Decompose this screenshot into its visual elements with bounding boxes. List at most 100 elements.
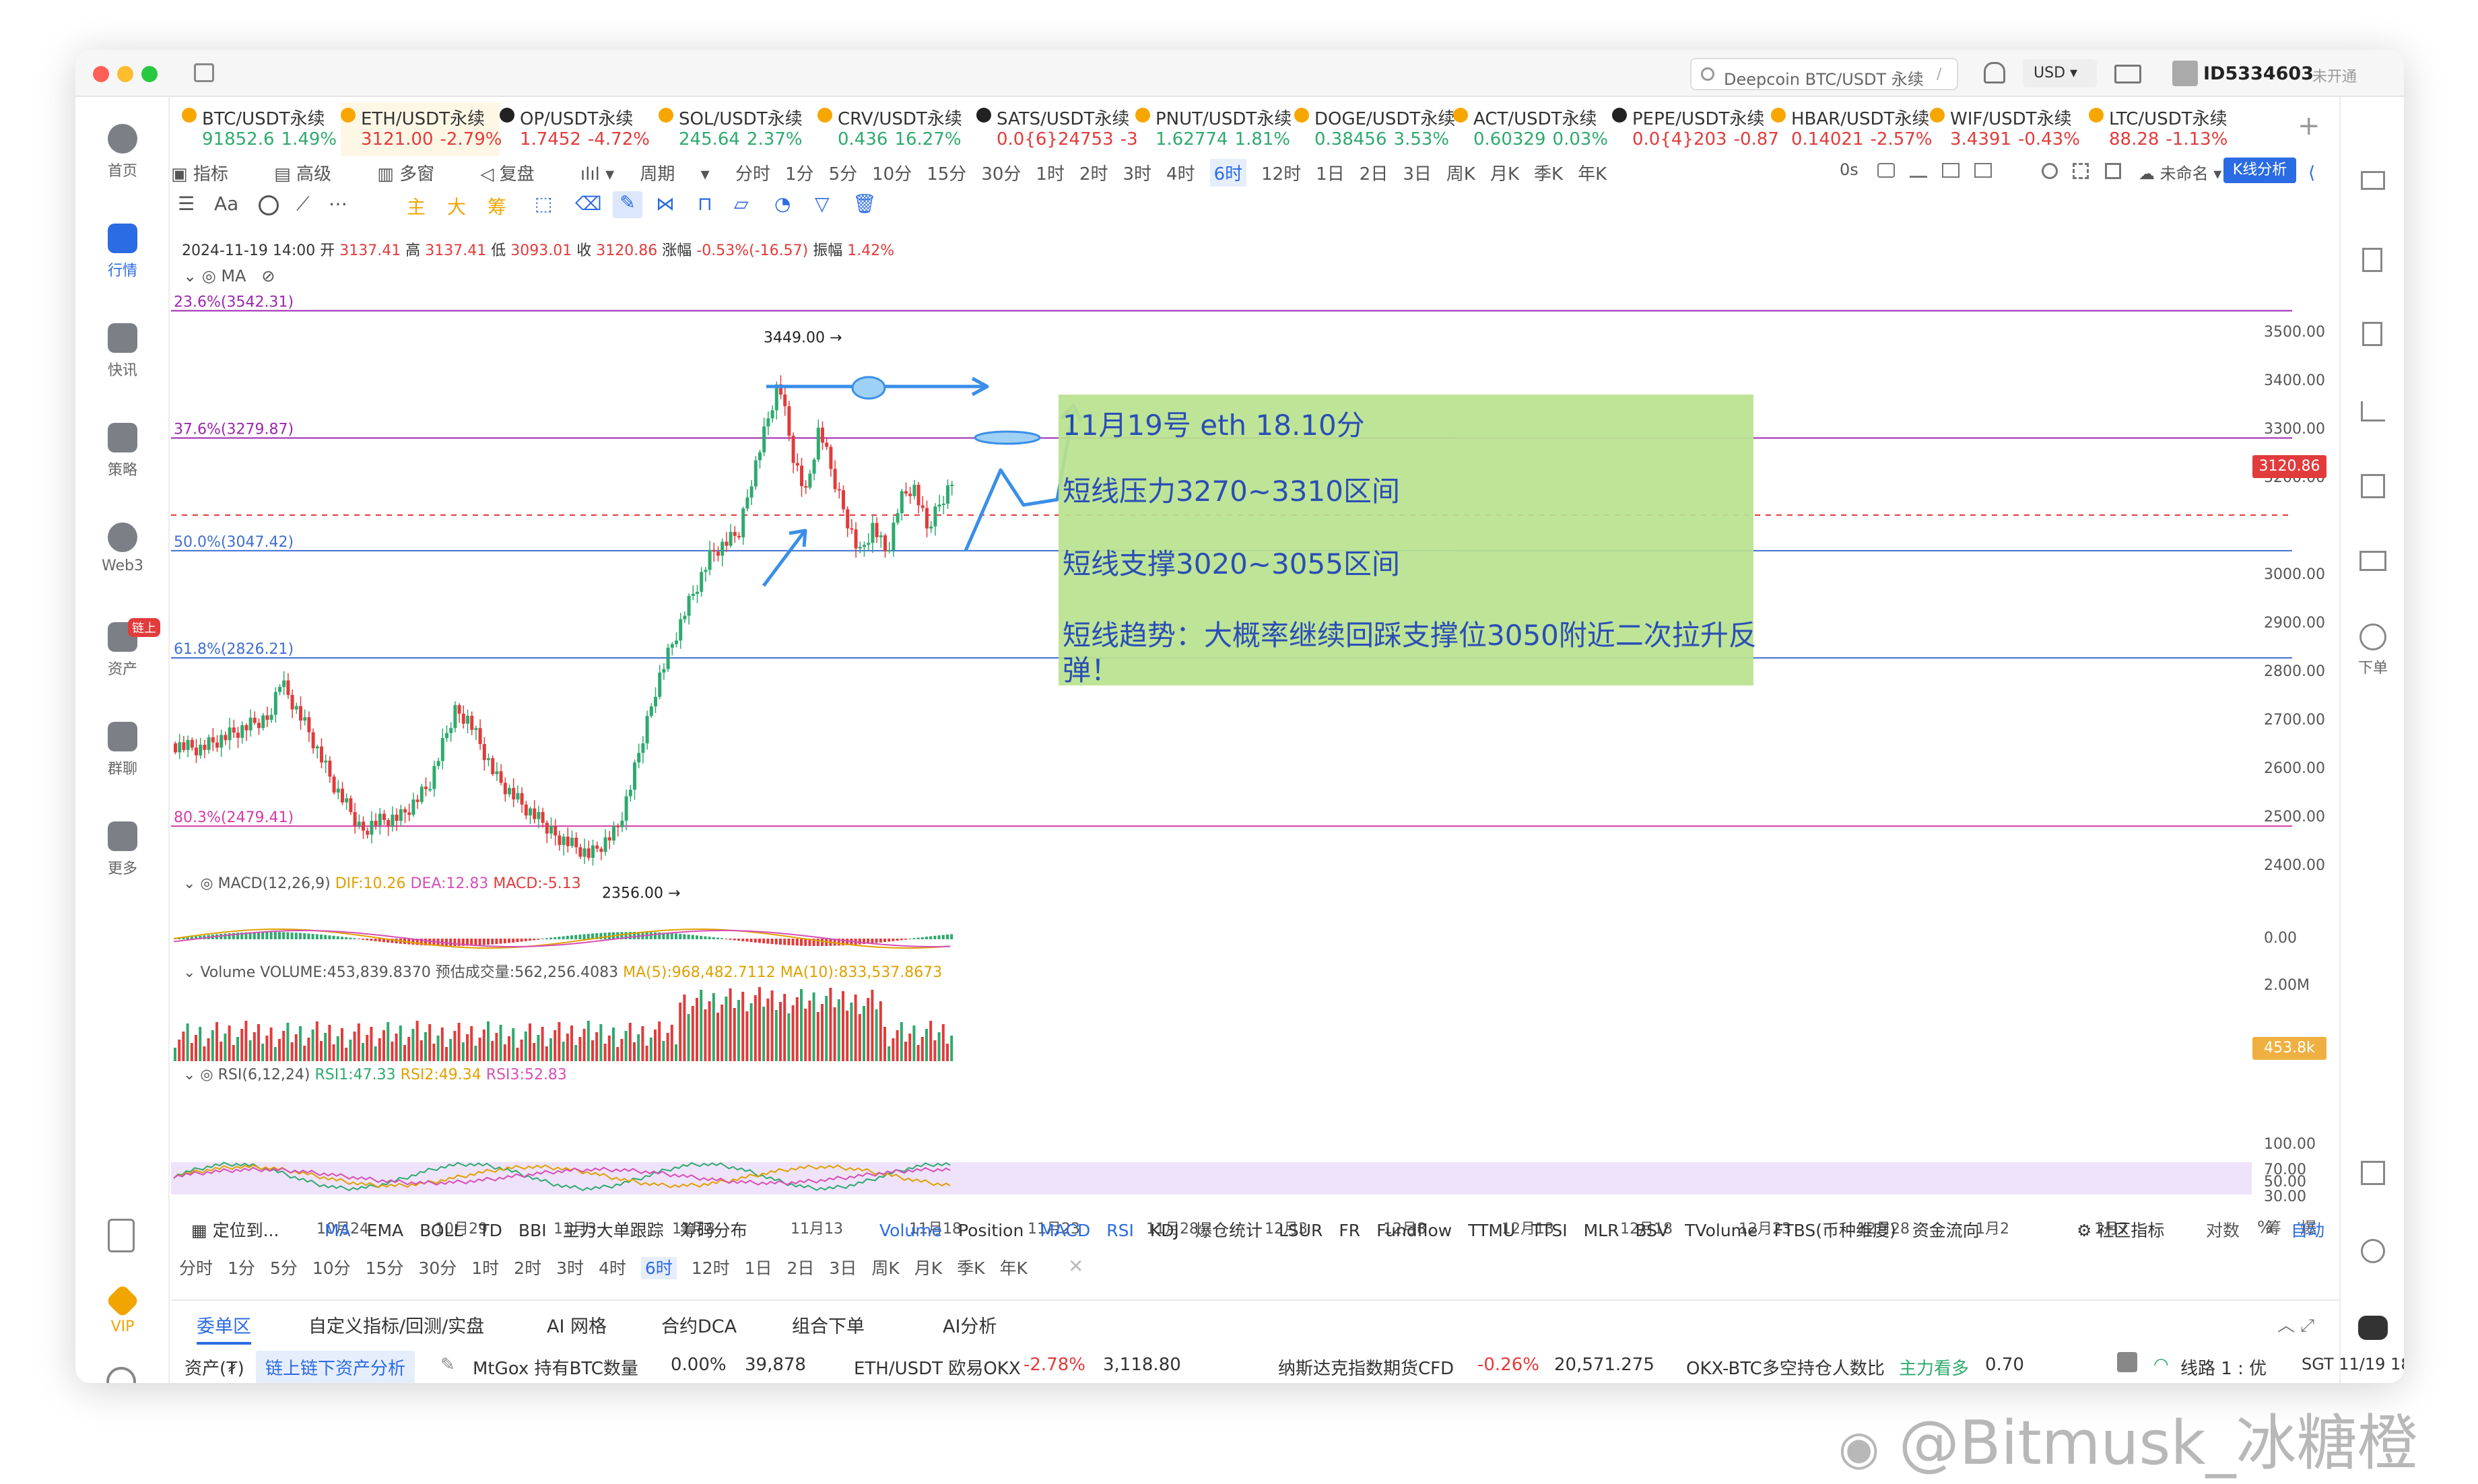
ticker-item[interactable]: ETH/USDT永续 3121.00 -2.79% — [341, 102, 502, 156]
lock-icon[interactable]: ⊓ — [698, 193, 712, 215]
interval-10[interactable]: 6时 — [640, 1257, 677, 1279]
ticket-icon[interactable] — [2359, 551, 2386, 571]
interval-7[interactable]: 2时 — [514, 1258, 542, 1278]
interval-6[interactable]: 1时 — [471, 1258, 500, 1278]
interval-9[interactable]: 4时 — [1166, 164, 1195, 184]
sidebar-item-strategy[interactable]: 策略 — [75, 423, 170, 479]
circle-tool-icon[interactable] — [259, 195, 279, 215]
share-icon[interactable]: ⟨ — [2308, 163, 2316, 183]
interval-10[interactable]: 6时 — [1209, 159, 1247, 187]
sidebar-item-home[interactable]: 首页 — [75, 124, 170, 180]
tab-custom-indicator[interactable]: 自定义指标/回测/实盘 — [308, 1316, 485, 1337]
ticker-item[interactable]: PEPE/USDT永续 0.0{4}203 -0.87 — [1612, 102, 1779, 156]
indicator-lsur[interactable]: LSUR — [1278, 1221, 1323, 1240]
add-ticker-button[interactable]: + — [2298, 110, 2320, 141]
interval-1[interactable]: 1分 — [785, 164, 814, 184]
open-status[interactable]: 未开通 — [2312, 69, 2357, 86]
interval-8[interactable]: 3时 — [556, 1258, 584, 1278]
tab-ai-grid[interactable]: AI 网格 — [547, 1316, 607, 1337]
minimize-window-button[interactable] — [117, 66, 133, 82]
pen-icon[interactable]: ✎ — [440, 1355, 455, 1375]
report-icon[interactable] — [2361, 474, 2385, 498]
big-order-tool[interactable]: 大 — [447, 196, 467, 218]
ticker-item[interactable]: BTC/USDT永续 91852.6 1.49% — [182, 102, 341, 156]
interval-18[interactable]: 年K — [999, 1258, 1028, 1278]
interval-14[interactable]: 3日 — [1403, 164, 1432, 184]
period-button[interactable]: 周期 ▾ — [640, 160, 709, 185]
interval-12[interactable]: 1日 — [1316, 164, 1345, 184]
ticker-item[interactable]: OP/USDT永续 1.7452 -4.72% — [500, 102, 659, 156]
chain-analysis-button[interactable]: 链上链下资产分析 — [256, 1351, 415, 1383]
calculator-icon[interactable] — [1974, 163, 1992, 178]
indicator--[interactable]: 筹码分布 — [679, 1221, 747, 1240]
interval-3[interactable]: 10分 — [872, 164, 912, 184]
measure-tool-icon[interactable]: ⋈ — [656, 193, 675, 215]
indicator--[interactable]: 爆仓统计 — [1195, 1221, 1263, 1240]
select-tool-icon[interactable]: ⬚ — [535, 193, 553, 215]
locate-button[interactable]: ▦ 定位到... — [191, 1221, 279, 1240]
interval-4[interactable]: 15分 — [365, 1258, 404, 1278]
interval-15[interactable]: 周K — [1446, 164, 1475, 184]
indicator-ema[interactable]: EMA — [366, 1221, 404, 1240]
sidebar-item-market[interactable]: 行情 — [75, 224, 170, 280]
interval-5[interactable]: 30分 — [981, 164, 1022, 184]
sidebar-item-web3[interactable]: Web3 — [75, 522, 170, 574]
more-tools-icon[interactable]: ⋯ — [329, 193, 347, 215]
filter-icon[interactable]: ▽ — [815, 193, 830, 215]
chart-type-button[interactable]: ılıl ▾ — [580, 164, 615, 184]
sidebar-item-news[interactable]: 快讯 — [75, 323, 170, 380]
layout-grid-icon[interactable] — [2105, 163, 2121, 179]
copy-icon[interactable] — [1942, 163, 1960, 178]
indicator-volume[interactable]: Volume — [879, 1221, 942, 1240]
ticker-item[interactable]: CRV/USDT永续 0.436 16.27% — [817, 102, 976, 156]
interval-13[interactable]: 2日 — [1359, 164, 1388, 184]
multi-window-button[interactable]: ▥ 多窗 — [377, 160, 455, 185]
interval-14[interactable]: 3日 — [829, 1258, 857, 1278]
text-tool[interactable]: Aa — [214, 193, 239, 215]
tab-ai-analysis[interactable]: AI分析 — [943, 1316, 997, 1337]
ticker-item[interactable]: LTC/USDT永续 88.28 -1.13% — [2089, 102, 2248, 156]
interval-6[interactable]: 1时 — [1036, 164, 1065, 184]
interval-2[interactable]: 5分 — [828, 164, 858, 184]
panel-icon[interactable] — [2361, 1161, 2385, 1185]
avatar[interactable] — [2172, 61, 2198, 86]
close-interval-icon[interactable]: ✕ — [1068, 1255, 1084, 1277]
line-tool-icon[interactable]: ⟋ — [296, 193, 310, 215]
indicator-bbi[interactable]: BBI — [518, 1221, 547, 1240]
chart-canvas[interactable]: 3500.003400.003300.003200.003000.002900.… — [171, 222, 2339, 1239]
indicator-ftbs-[interactable]: FTBS(币种维度) — [1774, 1221, 1896, 1240]
interval-17[interactable]: 季K — [957, 1258, 985, 1278]
ma-indicator-label[interactable]: ⌄ ◎ MA ⊘ — [183, 267, 275, 285]
bot-icon[interactable] — [2358, 1316, 2388, 1340]
indicator--[interactable]: 资金流向 — [1912, 1221, 1980, 1240]
interval-0[interactable]: 分时 — [735, 164, 771, 184]
tab-combo-order[interactable]: 组合下单 — [792, 1316, 865, 1337]
interval-7[interactable]: 2时 — [1079, 164, 1108, 184]
interval-1[interactable]: 1分 — [228, 1258, 255, 1278]
bell-icon[interactable] — [1984, 62, 2005, 83]
gear-icon[interactable] — [2042, 163, 2058, 179]
interval-12[interactable]: 1日 — [744, 1258, 772, 1278]
tab-orders[interactable]: 委单区 — [197, 1312, 251, 1345]
window-layout-icon[interactable] — [194, 63, 214, 82]
replay-button[interactable]: ◁ 复盘 — [480, 160, 554, 185]
interval-4[interactable]: 15分 — [927, 164, 967, 184]
kline-analysis-button[interactable]: K线分析 — [2223, 158, 2296, 183]
dollar-icon[interactable] — [2362, 322, 2382, 346]
interval-13[interactable]: 2日 — [786, 1258, 815, 1278]
ticker-item[interactable]: WIF/USDT永续 3.4391 -0.43% — [1930, 102, 2089, 156]
sidebar-item-more[interactable]: 更多 — [75, 821, 170, 878]
layout-name-select[interactable]: ☁ 未命名 ▾ — [2139, 164, 2222, 183]
tab-contract-dca[interactable]: 合约DCA — [661, 1316, 737, 1337]
interval-9[interactable]: 4时 — [598, 1258, 626, 1278]
auto-toggle[interactable]: 自动 — [2291, 1221, 2325, 1240]
indicator--[interactable]: 主力大单跟踪 — [562, 1221, 664, 1240]
interval-15[interactable]: 周K — [871, 1258, 900, 1278]
indicator-bsv[interactable]: BSV — [1635, 1221, 1669, 1240]
fullscreen-icon[interactable] — [2073, 163, 2089, 179]
user-id[interactable]: ID5334603 — [2203, 63, 2314, 84]
vip-button[interactable]: VIP — [75, 1283, 170, 1335]
edit-icon[interactable]: ▱ — [734, 193, 749, 215]
assets-label[interactable]: 资产(₮) — [185, 1359, 244, 1379]
percent-toggle[interactable]: % — [2257, 1217, 2273, 1237]
